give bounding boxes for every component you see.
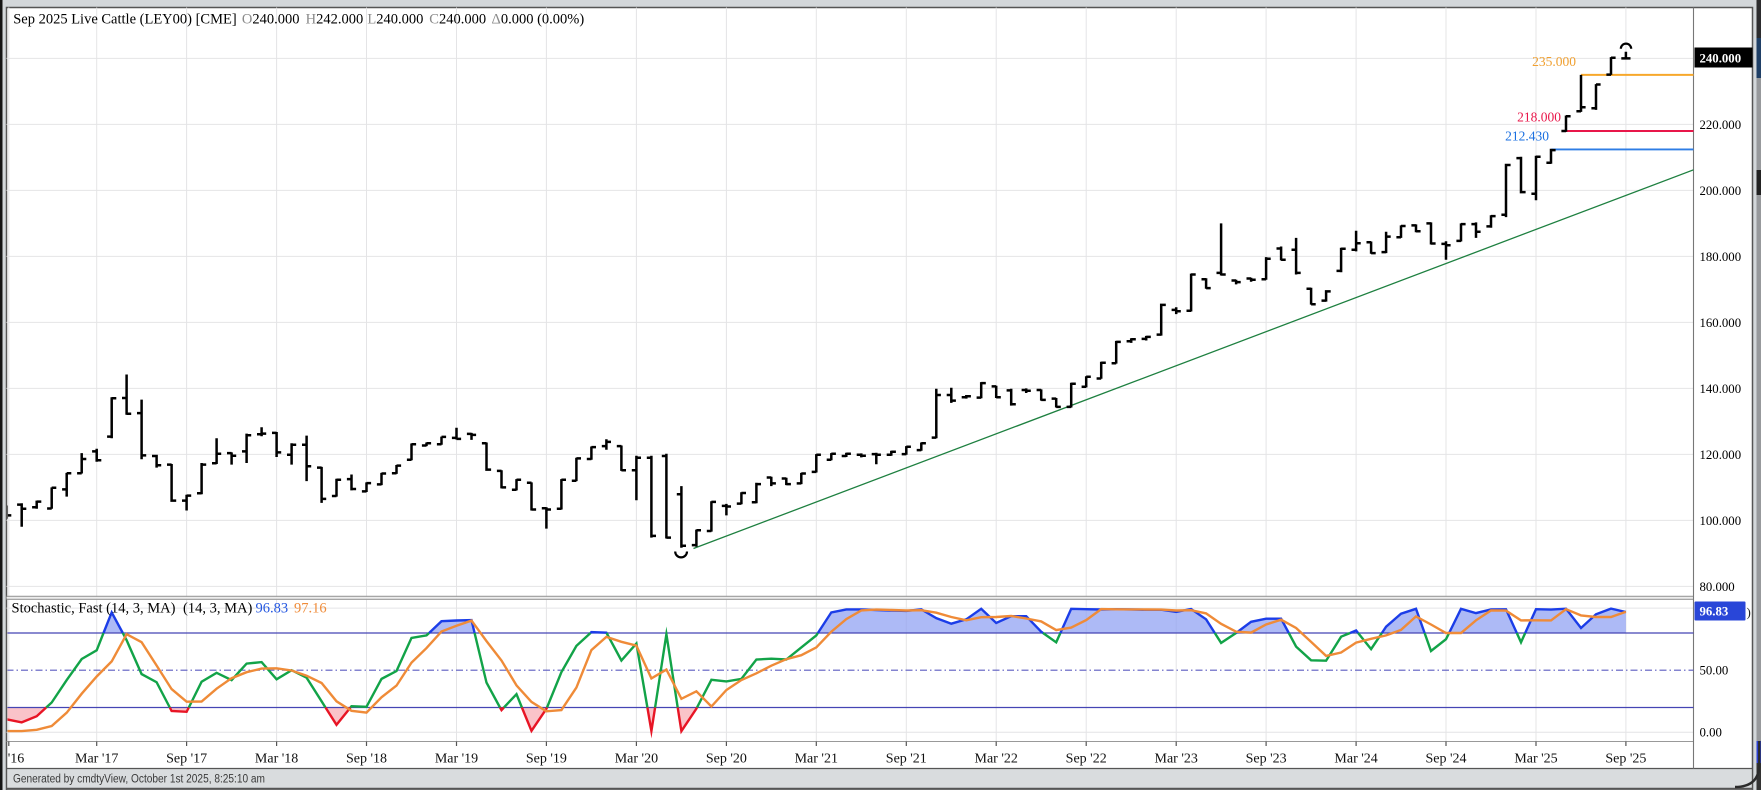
svg-text:'16: '16 bbox=[8, 752, 25, 767]
svg-text:Sep '18: Sep '18 bbox=[346, 752, 387, 767]
svg-text:Sep '17: Sep '17 bbox=[166, 752, 207, 767]
svg-text:Mar '19: Mar '19 bbox=[435, 752, 478, 767]
svg-text:220.000: 220.000 bbox=[1700, 118, 1742, 132]
svg-text:96.83: 96.83 bbox=[1700, 605, 1729, 619]
svg-text:Generated by cmdtyView, Octobe: Generated by cmdtyView, October 1st 2025… bbox=[13, 773, 265, 786]
svg-text:Δ0.000 (0.00%): Δ0.000 (0.00%) bbox=[492, 11, 585, 27]
svg-text:235.000: 235.000 bbox=[1532, 54, 1576, 69]
svg-text:Mar '17: Mar '17 bbox=[75, 752, 118, 767]
svg-text:H242.000: H242.000 bbox=[306, 11, 364, 27]
svg-text:Mar '21: Mar '21 bbox=[795, 752, 838, 767]
svg-text:Sep '19: Sep '19 bbox=[526, 752, 567, 767]
svg-text:Mar '23: Mar '23 bbox=[1155, 752, 1198, 767]
svg-text:Sep '25: Sep '25 bbox=[1605, 752, 1646, 767]
svg-text:Sep '23: Sep '23 bbox=[1246, 752, 1287, 767]
svg-text:Stochastic, Fast (14, 3, MA): Stochastic, Fast (14, 3, MA) bbox=[12, 600, 176, 616]
svg-text:Sep '22: Sep '22 bbox=[1066, 752, 1107, 767]
svg-text:80.000: 80.000 bbox=[1700, 580, 1735, 594]
svg-text:97.16: 97.16 bbox=[294, 600, 327, 616]
svg-text:140.000: 140.000 bbox=[1700, 382, 1742, 396]
svg-text:Mar '24: Mar '24 bbox=[1334, 752, 1377, 767]
svg-text:160.000: 160.000 bbox=[1700, 316, 1742, 330]
svg-text:L240.000: L240.000 bbox=[367, 11, 423, 27]
svg-text:(14, 3, MA): (14, 3, MA) bbox=[183, 600, 252, 616]
svg-text:Sep '24: Sep '24 bbox=[1425, 752, 1466, 767]
svg-text:218.000: 218.000 bbox=[1517, 110, 1561, 125]
svg-text:50.00: 50.00 bbox=[1700, 664, 1729, 678]
svg-text:Sep 2025 Live Cattle (LEY00) [: Sep 2025 Live Cattle (LEY00) [CME] bbox=[13, 11, 237, 27]
svg-text:120.000: 120.000 bbox=[1700, 448, 1742, 462]
svg-text:96.83: 96.83 bbox=[256, 600, 289, 616]
svg-text:O240.000: O240.000 bbox=[242, 11, 300, 27]
svg-text:Mar '25: Mar '25 bbox=[1514, 752, 1557, 767]
svg-text:200.000: 200.000 bbox=[1700, 184, 1742, 198]
svg-text:100.000: 100.000 bbox=[1700, 514, 1742, 528]
svg-text:C240.000: C240.000 bbox=[429, 11, 486, 27]
svg-text:Sep '20: Sep '20 bbox=[706, 752, 747, 767]
svg-text:240.000: 240.000 bbox=[1700, 52, 1742, 66]
svg-text:): ) bbox=[1747, 605, 1751, 620]
svg-text:Mar '18: Mar '18 bbox=[255, 752, 298, 767]
svg-text:Mar '22: Mar '22 bbox=[975, 752, 1018, 767]
svg-text:Mar '20: Mar '20 bbox=[615, 752, 658, 767]
svg-text:0.00: 0.00 bbox=[1700, 726, 1722, 740]
svg-text:Sep '21: Sep '21 bbox=[886, 752, 927, 767]
svg-text:212.430: 212.430 bbox=[1505, 129, 1549, 144]
svg-text:180.000: 180.000 bbox=[1700, 250, 1742, 264]
